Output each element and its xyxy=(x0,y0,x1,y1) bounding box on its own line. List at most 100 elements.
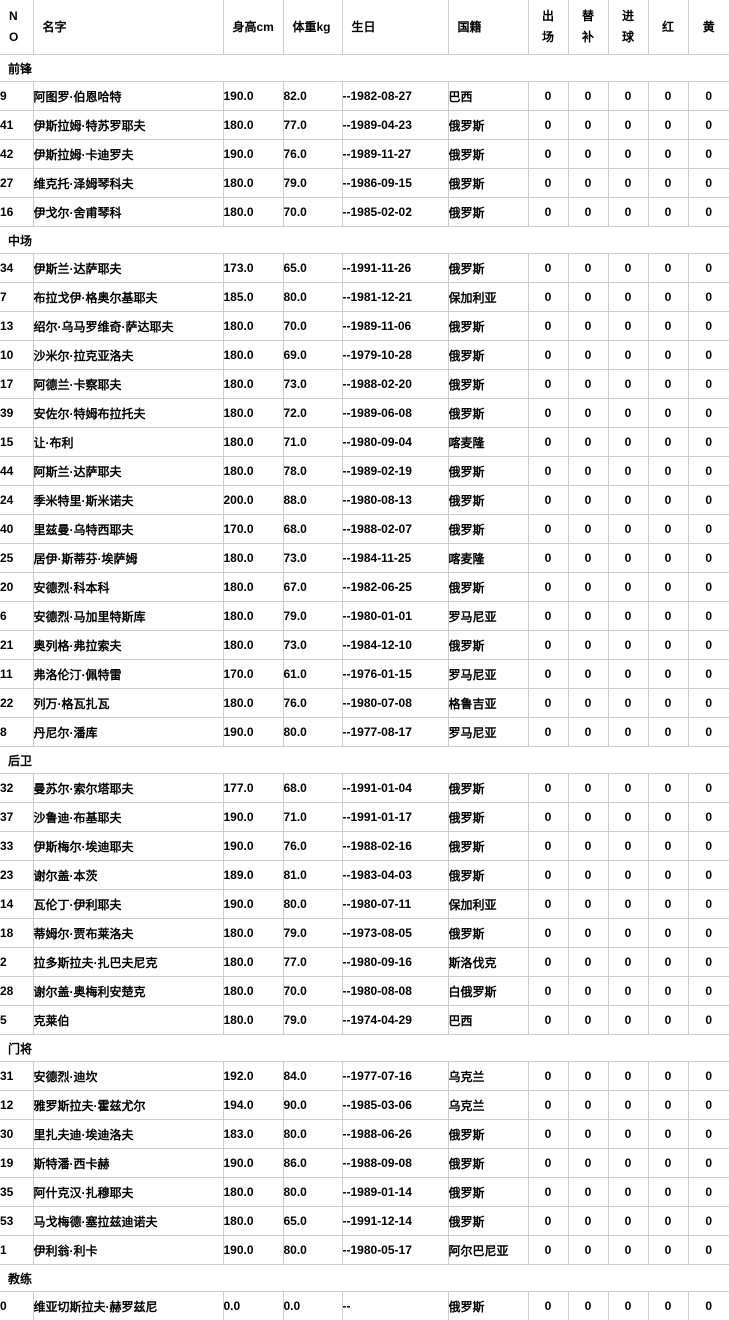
cell-height: 180.0 xyxy=(222,976,283,1006)
cell-appearances: 0 xyxy=(527,311,568,341)
cell-weight: 81.0 xyxy=(282,860,342,890)
cell-birthday: --1985-02-02 xyxy=(341,197,448,227)
cell-goals: 0 xyxy=(607,1291,648,1320)
cell-height: 180.0 xyxy=(222,1206,283,1236)
cell-birthday: --1991-01-04 xyxy=(341,773,448,803)
cell-nationality: 俄罗斯 xyxy=(447,369,528,399)
cell-red: 0 xyxy=(647,976,688,1006)
cell-goals: 0 xyxy=(607,860,648,890)
column-header-substitute: 替补 xyxy=(567,0,608,55)
cell-yellow: 0 xyxy=(687,688,729,718)
cell-no: 27 xyxy=(0,168,33,198)
player-row: 11 弗洛伦汀·佩特雷 170.0 61.0 --1976-01-15 罗马尼亚 0 0 0 0 0 xyxy=(0,659,729,689)
player-row: 35 阿什克汉·扎穆耶夫 180.0 80.0 --1989-01-14 俄罗斯 0 0 0 0 0 xyxy=(0,1177,729,1207)
player-row: 53 马戈梅德·塞拉兹迪诺夫 180.0 65.0 --1991-12-14 俄罗斯 0 0 0… xyxy=(0,1206,729,1236)
cell-nationality: 俄罗斯 xyxy=(447,110,528,140)
column-header-name: 名字 xyxy=(32,0,223,55)
column-header-label: 补 xyxy=(581,30,594,44)
cell-goals: 0 xyxy=(607,1119,648,1149)
cell-yellow: 0 xyxy=(687,572,729,602)
cell-no: 37 xyxy=(0,802,33,832)
player-row: 39 安佐尔·特姆布拉托夫 180.0 72.0 --1989-06-08 俄罗斯 0 0 0 0… xyxy=(0,398,729,428)
player-row: 5 克莱伯 180.0 79.0 --1974-04-29 巴西 0 0 0 0 0 xyxy=(0,1005,729,1035)
roster-table-header: N O 名字 身高cm 体重kg 生日 国籍出场替补进球红黄 xyxy=(0,0,729,55)
player-row: 24 季米特里·斯米诺夫 200.0 88.0 --1980-08-13 俄罗斯 0 0 0 0 0 xyxy=(0,485,729,515)
cell-no: 31 xyxy=(0,1061,33,1091)
cell-substitute: 0 xyxy=(567,572,608,602)
cell-weight: 78.0 xyxy=(282,456,342,486)
cell-name: 奥列格·弗拉索夫 xyxy=(32,630,223,660)
cell-nationality: 俄罗斯 xyxy=(447,139,528,169)
cell-substitute: 0 xyxy=(567,253,608,283)
cell-no: 18 xyxy=(0,918,33,948)
cell-nationality: 罗马尼亚 xyxy=(447,717,528,747)
player-row: 16 伊戈尔·舍甫琴科 180.0 70.0 --1985-02-02 俄罗斯 0 0 0 0 0 xyxy=(0,197,729,227)
cell-yellow: 0 xyxy=(687,947,729,977)
cell-height: 0.0 xyxy=(222,1291,283,1320)
cell-appearances: 0 xyxy=(527,717,568,747)
cell-weight: 70.0 xyxy=(282,976,342,1006)
cell-birthday: --1980-07-11 xyxy=(341,889,448,919)
cell-birthday: --1989-02-19 xyxy=(341,456,448,486)
cell-goals: 0 xyxy=(607,802,648,832)
player-row: 14 瓦伦丁·伊利耶夫 190.0 80.0 --1980-07-11 保加利亚 0 0 0 0 0 xyxy=(0,889,729,919)
cell-birthday: --1989-11-27 xyxy=(341,139,448,169)
cell-appearances: 0 xyxy=(527,688,568,718)
cell-substitute: 0 xyxy=(567,601,608,631)
cell-birthday: --1986-09-15 xyxy=(341,168,448,198)
cell-yellow: 0 xyxy=(687,81,729,111)
cell-nationality: 俄罗斯 xyxy=(447,311,528,341)
cell-substitute: 0 xyxy=(567,947,608,977)
cell-yellow: 0 xyxy=(687,802,729,832)
cell-yellow: 0 xyxy=(687,427,729,457)
column-header-appearances: 出场 xyxy=(527,0,568,55)
player-row: 40 里兹曼·乌特西耶夫 170.0 68.0 --1988-02-07 俄罗斯 0 0 0 0 0 xyxy=(0,514,729,544)
cell-name: 伊斯拉姆·特苏罗耶夫 xyxy=(32,110,223,140)
cell-appearances: 0 xyxy=(527,340,568,370)
cell-no: 16 xyxy=(0,197,33,227)
cell-appearances: 0 xyxy=(527,1148,568,1178)
player-row: 37 沙鲁迪·布基耶夫 190.0 71.0 --1991-01-17 俄罗斯 0 0 0 0 0 xyxy=(0,802,729,832)
player-row: 17 阿德兰·卡察耶夫 180.0 73.0 --1988-02-20 俄罗斯 0 0 0 0 0 xyxy=(0,369,729,399)
cell-height: 180.0 xyxy=(222,398,283,428)
cell-nationality: 格鲁吉亚 xyxy=(447,688,528,718)
cell-no: 8 xyxy=(0,717,33,747)
cell-name: 雅罗斯拉夫·霍兹尤尔 xyxy=(32,1090,223,1120)
section-header-label: 门将 xyxy=(0,1034,729,1062)
cell-appearances: 0 xyxy=(527,1061,568,1091)
cell-yellow: 0 xyxy=(687,1090,729,1120)
player-row: 34 伊斯兰·达萨耶夫 173.0 65.0 --1991-11-26 俄罗斯 0 0 0 0 0 xyxy=(0,253,729,283)
cell-no: 34 xyxy=(0,253,33,283)
cell-height: 180.0 xyxy=(222,311,283,341)
cell-red: 0 xyxy=(647,139,688,169)
cell-yellow: 0 xyxy=(687,630,729,660)
cell-no: 11 xyxy=(0,659,33,689)
cell-appearances: 0 xyxy=(527,398,568,428)
cell-goals: 0 xyxy=(607,197,648,227)
cell-substitute: 0 xyxy=(567,168,608,198)
cell-nationality: 巴西 xyxy=(447,1005,528,1035)
cell-appearances: 0 xyxy=(527,1090,568,1120)
cell-birthday: --1976-01-15 xyxy=(341,659,448,689)
cell-no: 23 xyxy=(0,860,33,890)
player-row: 18 蒂姆尔·贾布莱洛夫 180.0 79.0 --1973-08-05 俄罗斯 0 0 0 0 0 xyxy=(0,918,729,948)
cell-red: 0 xyxy=(647,1177,688,1207)
cell-yellow: 0 xyxy=(687,543,729,573)
cell-no: 24 xyxy=(0,485,33,515)
cell-weight: 80.0 xyxy=(282,1235,342,1265)
cell-substitute: 0 xyxy=(567,659,608,689)
cell-height: 190.0 xyxy=(222,81,283,111)
cell-weight: 73.0 xyxy=(282,543,342,573)
cell-birthday: --1989-11-06 xyxy=(341,311,448,341)
column-header-height: 身高cm xyxy=(222,0,283,55)
cell-no: 17 xyxy=(0,369,33,399)
cell-weight: 73.0 xyxy=(282,369,342,399)
cell-yellow: 0 xyxy=(687,889,729,919)
cell-yellow: 0 xyxy=(687,831,729,861)
cell-goals: 0 xyxy=(607,456,648,486)
cell-name: 维克托·泽姆琴科夫 xyxy=(32,168,223,198)
cell-birthday: --1988-06-26 xyxy=(341,1119,448,1149)
cell-birthday: --1980-07-08 xyxy=(341,688,448,718)
cell-goals: 0 xyxy=(607,369,648,399)
cell-height: 180.0 xyxy=(222,1177,283,1207)
